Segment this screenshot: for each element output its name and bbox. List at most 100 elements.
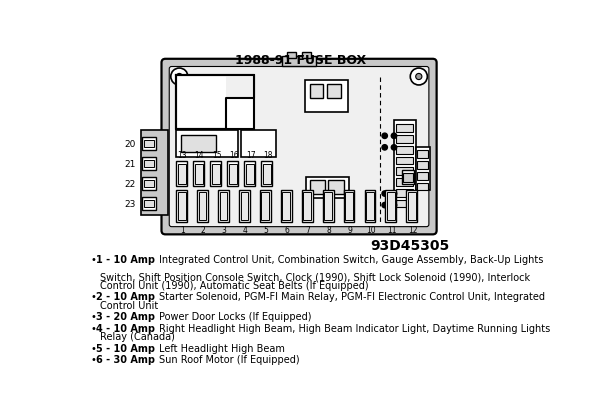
Text: 5: 5	[264, 225, 268, 235]
Bar	[140, 131, 168, 216]
Text: 5 - 10 Amp: 5 - 10 Amp	[96, 343, 159, 352]
Circle shape	[382, 203, 387, 208]
Bar	[417, 151, 428, 159]
Bar	[396, 189, 414, 197]
Bar	[176, 190, 187, 223]
Bar	[396, 125, 414, 133]
Bar	[220, 192, 228, 220]
Bar	[176, 76, 254, 130]
Bar	[325, 192, 332, 220]
Text: 4: 4	[243, 225, 248, 235]
Text: 1 - 10 Amp: 1 - 10 Amp	[96, 254, 159, 264]
Bar	[417, 162, 428, 170]
Bar	[212, 164, 220, 184]
Bar	[287, 53, 296, 59]
Circle shape	[171, 69, 188, 86]
Bar	[417, 172, 428, 180]
Bar	[262, 162, 272, 186]
Bar	[239, 190, 250, 223]
Text: 3: 3	[222, 225, 227, 235]
Bar	[306, 177, 349, 198]
Bar	[181, 136, 216, 152]
Bar	[245, 162, 255, 186]
Text: Power Door Locks (If Equipped): Power Door Locks (If Equipped)	[159, 312, 311, 322]
Bar	[396, 146, 414, 154]
Bar	[281, 190, 292, 223]
Bar	[142, 157, 156, 171]
Text: Switch, Shift Position Console Switch, Clock (1990), Shift Lock Solenoid (1990),: Switch, Shift Position Console Switch, C…	[99, 271, 529, 282]
Circle shape	[391, 145, 396, 151]
Text: Control Unit (1990), Automatic Seat Belts (If Equipped): Control Unit (1990), Automatic Seat Belt…	[99, 280, 368, 290]
Bar	[408, 192, 415, 220]
Text: 6 - 30 Amp: 6 - 30 Amp	[96, 354, 159, 364]
Text: •: •	[90, 312, 96, 322]
Text: 16: 16	[229, 150, 239, 160]
Text: 1: 1	[180, 225, 185, 235]
Circle shape	[391, 191, 396, 197]
Text: 15: 15	[212, 150, 221, 160]
Circle shape	[411, 69, 428, 86]
Bar	[176, 131, 239, 158]
Bar	[328, 180, 343, 194]
Text: 3 - 20 Amp: 3 - 20 Amp	[96, 312, 159, 322]
Text: •: •	[90, 292, 96, 302]
Bar	[365, 190, 375, 223]
Text: Right Headlight High Beam, High Beam Indicator Light, Daytime Running Lights: Right Headlight High Beam, High Beam Ind…	[159, 323, 550, 333]
Bar	[282, 57, 316, 67]
Bar	[228, 162, 239, 186]
Bar	[302, 53, 312, 59]
Bar	[145, 200, 154, 208]
Bar	[145, 160, 154, 168]
Text: •: •	[90, 323, 96, 333]
Bar	[218, 190, 229, 223]
Text: 7: 7	[306, 225, 310, 235]
Bar	[142, 177, 156, 191]
Bar	[417, 183, 428, 191]
Bar	[305, 80, 348, 113]
Circle shape	[391, 134, 396, 139]
Bar	[282, 192, 290, 220]
Bar	[386, 190, 396, 223]
Text: •: •	[90, 343, 96, 352]
Bar	[260, 190, 271, 223]
Bar	[246, 164, 254, 184]
Bar	[396, 136, 414, 144]
Text: 12: 12	[408, 225, 417, 235]
Text: 22: 22	[124, 180, 136, 188]
Bar	[199, 192, 206, 220]
Text: 8: 8	[326, 225, 331, 235]
Circle shape	[415, 74, 422, 80]
Bar	[396, 157, 414, 165]
Bar	[229, 164, 237, 184]
Text: 18: 18	[263, 150, 273, 160]
Text: Integrated Control Unit, Combination Switch, Gauge Assembly, Back-Up Lights: Integrated Control Unit, Combination Swi…	[159, 254, 543, 264]
Bar	[403, 173, 412, 182]
Text: 2: 2	[201, 225, 206, 235]
Bar	[366, 192, 374, 220]
Bar	[210, 162, 221, 186]
Text: •: •	[90, 254, 96, 264]
Text: 13: 13	[178, 150, 187, 160]
Bar	[396, 179, 414, 186]
Bar	[303, 192, 311, 220]
Bar	[178, 192, 185, 220]
Text: 93D45305: 93D45305	[370, 239, 449, 253]
Text: 20: 20	[124, 140, 136, 149]
Text: 9: 9	[347, 225, 352, 235]
Bar	[343, 190, 354, 223]
Bar	[195, 164, 203, 184]
Text: 17: 17	[246, 150, 256, 160]
Text: 23: 23	[124, 200, 136, 209]
Bar	[176, 162, 187, 186]
Bar	[415, 148, 429, 190]
Text: Sun Roof Motor (If Equipped): Sun Roof Motor (If Equipped)	[159, 354, 300, 364]
Bar	[242, 131, 276, 158]
Text: Relay (Canada): Relay (Canada)	[99, 332, 174, 342]
Text: Starter Solenoid, PGM-FI Main Relay, PGM-FI Electronic Control Unit, Integrated: Starter Solenoid, PGM-FI Main Relay, PGM…	[159, 292, 545, 302]
Bar	[387, 192, 395, 220]
Bar	[302, 190, 312, 223]
Text: •: •	[90, 354, 96, 364]
Text: Control Unit: Control Unit	[99, 300, 158, 310]
Bar	[323, 190, 334, 223]
Text: 1988-91 FUSE BOX: 1988-91 FUSE BOX	[235, 54, 367, 67]
